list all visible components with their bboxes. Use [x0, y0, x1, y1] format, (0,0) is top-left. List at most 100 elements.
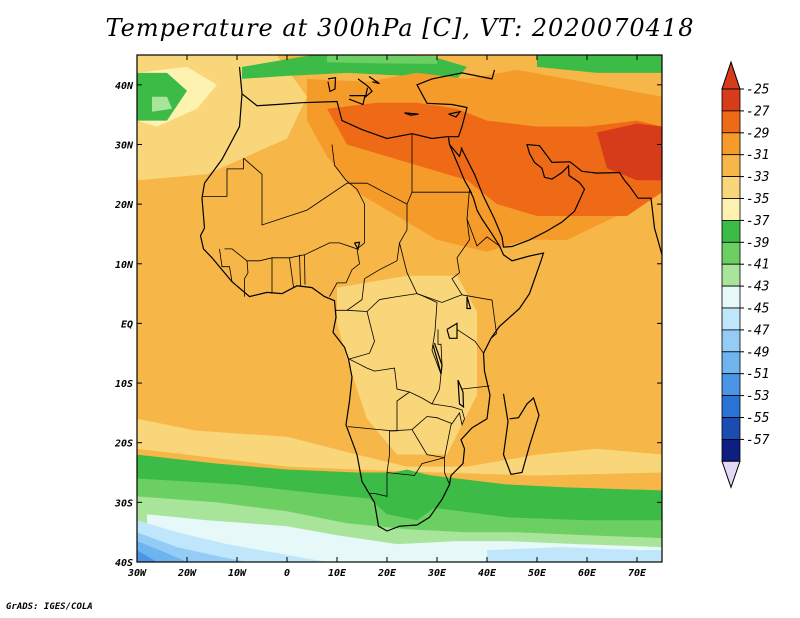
coastline-2	[199, 93, 545, 532]
colorbar-label: -49	[746, 345, 769, 360]
coastline-7	[348, 94, 366, 106]
border-9	[348, 311, 375, 360]
colorbar-label: -55	[746, 411, 770, 426]
colorbar-label: -43	[746, 280, 769, 295]
border-16	[369, 391, 410, 497]
lat-tick-label: EQ	[121, 319, 133, 330]
lat-tick-label: 20S	[114, 439, 133, 450]
colorbar-label: -45	[746, 302, 770, 317]
colorbar-label: -37	[746, 214, 770, 229]
lon-tick-label: 20E	[377, 568, 397, 579]
colorbar-label: -35	[746, 192, 770, 207]
latitude-axis: 40N 30N 20N 10N EQ 10S 20S 30S 40S	[114, 81, 662, 569]
longitude-axis: 30W 20W 10W 0 10E 20E 30E 40E 50E 60E 70E	[127, 55, 647, 579]
temperature-region-20	[137, 541, 187, 562]
colorbar-swatch	[721, 417, 741, 440]
lon-tick-label: 10E	[328, 568, 347, 579]
lon-tick-label: 30E	[427, 568, 447, 579]
border-27	[304, 254, 306, 285]
colorbar-swatch	[721, 351, 741, 375]
coastline-8	[404, 112, 419, 116]
colorbar-top-arrow	[721, 60, 741, 90]
lon-tick-label: 30W	[127, 568, 147, 579]
colorbar-swatch	[721, 198, 741, 221]
colorbar-label: -25	[746, 83, 770, 98]
coastline-9	[448, 110, 462, 118]
border-5	[406, 192, 413, 205]
coastlines	[199, 66, 663, 532]
lon-tick-label: 70E	[628, 568, 647, 579]
temperature-region-9	[537, 55, 662, 73]
grads-credit: GrADS: IGES/COLA	[6, 602, 93, 612]
border-21	[431, 403, 465, 427]
colorbar-label: -57	[746, 433, 770, 448]
lat-tick-label: 10N	[115, 260, 134, 271]
lat-tick-label: 20N	[114, 200, 134, 211]
lat-tick-label: 10S	[115, 379, 133, 390]
lake-2	[432, 342, 443, 375]
temperature-region-11	[327, 102, 662, 216]
coastline-1	[238, 66, 496, 140]
border-23	[244, 260, 249, 297]
coastline-10	[357, 78, 373, 99]
border-28	[329, 248, 360, 297]
temperature-region-6	[152, 96, 172, 112]
lon-tick-label: 40E	[478, 568, 497, 579]
lake-3	[457, 379, 465, 409]
border-15	[451, 218, 470, 296]
colorbar-swatch	[721, 395, 741, 418]
lake-4	[466, 296, 472, 310]
lat-tick-label: 30S	[114, 498, 133, 509]
coastline-6	[327, 76, 337, 93]
temperature-region-3	[337, 275, 477, 455]
lat-tick-label: 40N	[115, 81, 134, 92]
colorbar-bottom-arrow	[721, 460, 741, 489]
lon-tick-label: 20W	[177, 568, 197, 579]
colorbar-swatch	[721, 176, 741, 199]
colorbar-swatch	[721, 329, 741, 353]
colorbar-swatch	[721, 285, 741, 309]
border-11	[456, 294, 497, 339]
map-title: Temperature at 300hPa [C], VT: 202007041…	[105, 14, 695, 42]
border-14	[466, 189, 500, 247]
temperature-region-21	[137, 550, 157, 562]
colorbar-swatch	[721, 307, 741, 331]
lake-5	[353, 241, 361, 251]
coastline-4	[460, 143, 663, 255]
colorbar-label: -39	[746, 236, 769, 251]
lon-tick-label: 10W	[228, 568, 247, 579]
border-22	[461, 385, 490, 390]
coastline-5	[502, 393, 540, 475]
colorbar-label: -41	[746, 258, 769, 273]
colorbar-swatch	[721, 110, 741, 134]
temperature-region-22	[367, 469, 442, 521]
map-frame	[136, 54, 663, 563]
colorbar-swatch	[721, 438, 741, 462]
colorbar-label: -33	[746, 170, 769, 185]
temperature-region-18	[487, 547, 662, 562]
border-29	[219, 248, 233, 282]
temperature-region-5	[137, 72, 187, 121]
border-3	[224, 144, 365, 262]
temperature-region-8	[327, 55, 437, 64]
temperature-region-12	[597, 123, 662, 181]
border-25	[289, 257, 294, 288]
colorbar-swatch	[721, 219, 741, 243]
lat-tick-label: 30N	[114, 140, 134, 151]
lake-1	[446, 322, 458, 339]
colorbar-label: -47	[746, 323, 770, 338]
colorbar-swatch	[721, 132, 741, 156]
border-6	[364, 242, 400, 280]
temperature-field	[137, 55, 662, 562]
colorbar-swatch	[721, 241, 741, 265]
coastline-3	[449, 144, 463, 158]
lon-tick-label: 60E	[578, 568, 597, 579]
border-19	[386, 457, 445, 476]
border-1	[202, 158, 244, 197]
colorbar-label: -27	[746, 104, 770, 119]
lat-tick-label: 40S	[115, 558, 133, 569]
border-26	[299, 254, 301, 286]
colorbar-label: -29	[746, 126, 769, 141]
temperature-region-2	[137, 418, 662, 476]
coastline-11	[368, 76, 380, 85]
